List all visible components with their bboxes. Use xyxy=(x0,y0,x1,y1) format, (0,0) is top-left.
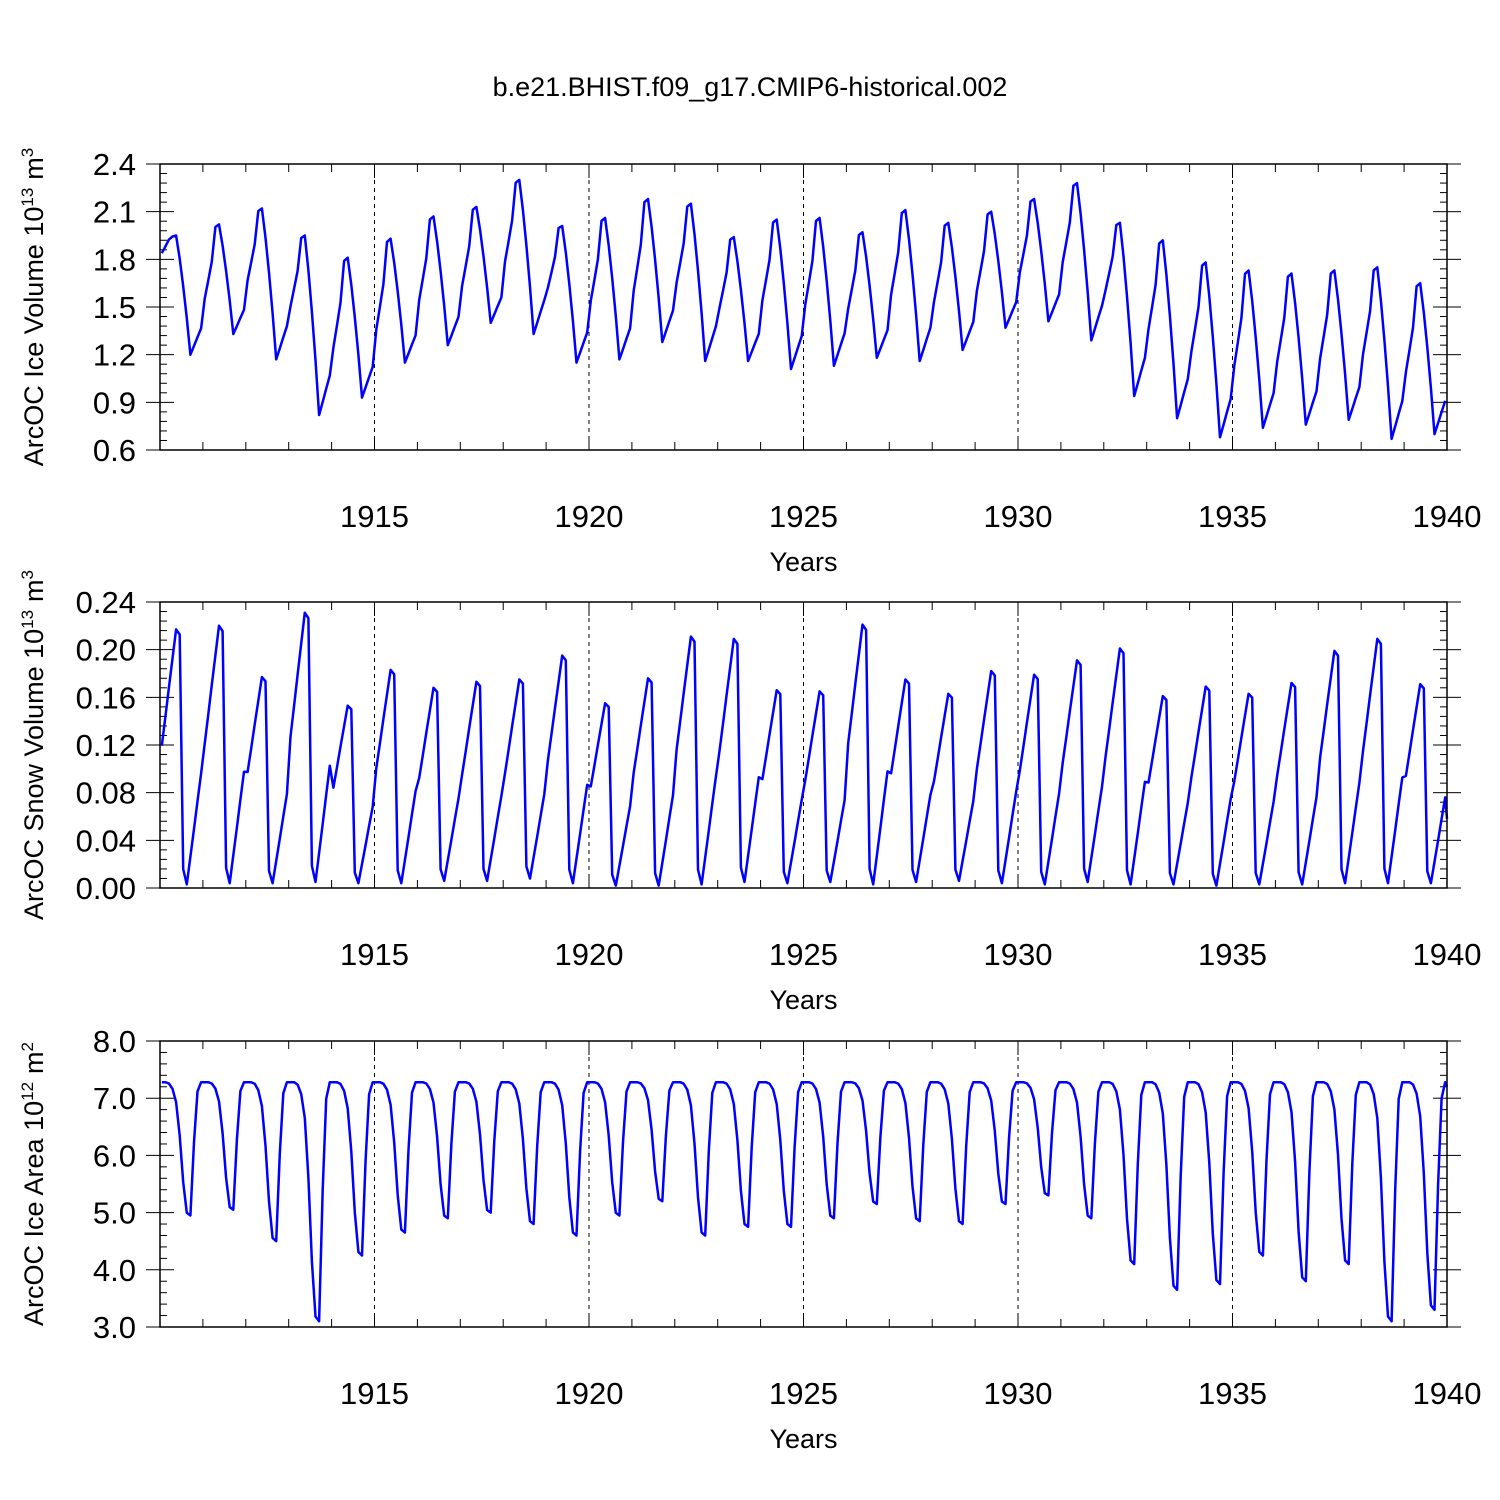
x-tick-label: 1935 xyxy=(1198,937,1267,972)
y-axis-label-unit-exponent: 3 xyxy=(18,148,37,157)
y-tick-label: 1.5 xyxy=(93,290,136,325)
y-tick-label: 8.0 xyxy=(93,1024,136,1059)
x-tick-label: 1940 xyxy=(1413,499,1482,534)
y-axis-label-unit: m xyxy=(19,1051,49,1074)
y-tick-label: 0.04 xyxy=(76,823,136,858)
y-tick-label: 7.0 xyxy=(93,1081,136,1116)
plot-frame xyxy=(159,601,1448,889)
plot-frame xyxy=(159,1040,1448,1328)
y-tick-label: 1.2 xyxy=(93,338,136,373)
y-axis-label-main: ArcOC Snow Volume 10 xyxy=(19,629,49,920)
y-tick-label: 5.0 xyxy=(93,1196,136,1231)
x-axis-label: Years xyxy=(769,985,837,1015)
panel-ice-area: 3.0 4.0 5.0 6.0 7.0 8.0 1915 1920 1925 1930 1935 19… xyxy=(18,1024,1481,1454)
y-axis-label-exponent: 13 xyxy=(18,188,37,207)
y-axis-label-main: ArcOC Ice Area 10 xyxy=(19,1101,49,1326)
plot-frame xyxy=(159,163,1448,451)
x-tick-label: 1940 xyxy=(1413,937,1482,972)
x-tick-label: 1920 xyxy=(555,937,624,972)
y-tick-label: 4.0 xyxy=(93,1253,136,1288)
x-tick-label: 1930 xyxy=(984,937,1053,972)
x-tick-label: 1935 xyxy=(1198,1376,1267,1411)
y-tick-label: 0.20 xyxy=(76,633,136,668)
x-tick-label: 1935 xyxy=(1198,499,1267,534)
x-tick-label: 1940 xyxy=(1413,1376,1482,1411)
y-tick-label: 0.08 xyxy=(76,776,136,811)
figure-title: b.e21.BHIST.f09_g17.CMIP6-historical.002 xyxy=(493,72,1008,102)
x-tick-label: 1930 xyxy=(984,1376,1053,1411)
x-tick-label: 1915 xyxy=(340,937,409,972)
y-tick-label: 0.6 xyxy=(93,433,136,468)
panel-ice-volume: 0.6 0.9 1.2 1.5 1.8 2.1 2.4 1915 1920 1925 1930 193… xyxy=(18,147,1481,577)
y-tick-label: 0.9 xyxy=(93,385,136,420)
y-axis-label-unit-exponent: 3 xyxy=(18,570,37,579)
y-tick-label: 3.0 xyxy=(93,1310,136,1345)
y-axis-label: ArcOC Snow Volume 1013 m3 xyxy=(18,570,49,920)
x-axis-label: Years xyxy=(769,547,837,577)
y-axis-label-exponent: 12 xyxy=(18,1082,37,1101)
panel-snow-volume: 0.00 0.04 0.08 0.12 0.16 0.20 0.24 1915 1920 1925… xyxy=(18,570,1481,1015)
y-tick-label: 1.8 xyxy=(93,242,136,277)
series-line-snow-volume xyxy=(160,611,1449,887)
y-tick-label: 6.0 xyxy=(93,1138,136,1173)
series-line-ice-volume xyxy=(160,178,1447,441)
x-tick-label: 1920 xyxy=(555,499,624,534)
x-tick-label: 1925 xyxy=(769,1376,838,1411)
x-tick-label: 1915 xyxy=(340,499,409,534)
y-tick-label: 0.12 xyxy=(76,728,136,763)
y-tick-label: 2.4 xyxy=(93,147,136,182)
x-tick-label: 1925 xyxy=(769,499,838,534)
y-tick-label: 0.16 xyxy=(76,680,136,715)
y-axis-label-unit-exponent: 2 xyxy=(18,1042,37,1051)
y-axis-label: ArcOC Ice Area 1012 m2 xyxy=(18,1042,49,1326)
y-axis-label: ArcOC Ice Volume 1013 m3 xyxy=(18,148,49,467)
y-axis-label-main: ArcOC Ice Volume 10 xyxy=(19,207,49,467)
y-axis-label-unit: m xyxy=(19,157,49,180)
y-tick-label: 0.00 xyxy=(76,871,136,906)
x-tick-label: 1925 xyxy=(769,937,838,972)
x-tick-label: 1920 xyxy=(555,1376,624,1411)
y-tick-label: 0.24 xyxy=(76,585,136,620)
x-tick-label: 1930 xyxy=(984,499,1053,534)
y-axis-label-unit: m xyxy=(19,579,49,602)
x-tick-label: 1915 xyxy=(340,1376,409,1411)
series-line-ice-area xyxy=(161,1080,1449,1323)
y-tick-label: 2.1 xyxy=(93,195,136,230)
chart-panels: 0.6 0.9 1.2 1.5 1.8 2.1 2.4 1915 1920 1925 1930 193… xyxy=(18,147,1481,1454)
x-axis-label: Years xyxy=(769,1424,837,1454)
y-axis-label-exponent: 13 xyxy=(18,610,37,629)
